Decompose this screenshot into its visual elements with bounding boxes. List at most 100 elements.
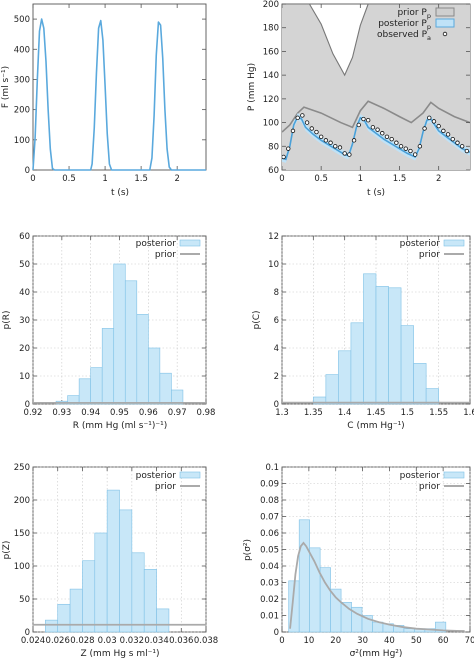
y-tick-label: 0.01 — [260, 612, 279, 622]
observed-point — [361, 116, 366, 122]
y-tick-label: 10 — [268, 260, 279, 270]
x-tick-label: 0.94 — [81, 408, 100, 418]
x-tick-label: 2 — [436, 174, 441, 184]
x-tick-label: 0.028 — [70, 636, 94, 646]
flow-series-line — [32, 18, 206, 171]
pressure-marks — [282, 4, 470, 170]
observed-point — [282, 154, 286, 160]
y-tick-label: 30 — [19, 316, 30, 326]
observed-point — [309, 126, 314, 131]
panel-Z: 0.024 0.026 0.028 0.03 0.032 0.034 0.036 0.038 0… — [2, 463, 218, 659]
x-tick-label: 0 — [279, 636, 284, 646]
y-tick-label: 0.04 — [260, 562, 279, 572]
prior-curve — [289, 541, 465, 632]
observed-point — [304, 120, 310, 125]
x-tick-label: 0.032 — [120, 636, 144, 646]
C-legend: posterior prior — [400, 239, 465, 260]
histogram-bar — [148, 347, 161, 405]
plot-frame — [32, 3, 207, 171]
y-tick-label: 160 — [263, 47, 279, 57]
legend-label-posterior: posterior — [400, 239, 441, 249]
observed-point — [394, 140, 399, 145]
legend-label-observed: observed Pa — [377, 30, 431, 42]
histogram-bar — [45, 619, 59, 633]
y-tick-label: 140 — [263, 71, 279, 81]
prior-band — [282, 4, 470, 170]
histogram-bar — [325, 374, 339, 405]
x-tick-label: 1.5 — [134, 174, 148, 184]
pressure-axes: 0 0.5 1 1.5 2 60 80 100 120 140 160 180 200 — [263, 0, 470, 184]
histogram-bar — [156, 608, 170, 633]
observed-point — [403, 146, 408, 151]
observed-point — [459, 144, 465, 149]
histogram-bar — [124, 280, 138, 405]
observed-point — [365, 117, 371, 123]
y-tick-label: 150 — [14, 529, 30, 539]
x-axis-label: t (s) — [367, 188, 385, 198]
panel-sigma2: 0 10 20 30 40 50 60 70 0 0.01 0.02 0.03 0.04 0.05 0.06… — [243, 463, 474, 659]
y-tick-label: 80 — [268, 142, 279, 152]
observed-point — [450, 136, 455, 142]
x-tick-label: 1.45 — [367, 408, 386, 418]
x-tick-label: 0.5 — [62, 174, 76, 184]
observed-point — [347, 152, 352, 157]
x-tick-label: 0.97 — [168, 408, 187, 418]
panel-pressure: 0 0.5 1 1.5 2 60 80 100 120 140 160 180 200 prior Pp… — [247, 0, 471, 198]
x-tick-label: 40 — [384, 636, 395, 646]
histogram-bar — [350, 322, 364, 405]
histogram-bar — [403, 628, 415, 633]
histogram-bar — [435, 621, 447, 633]
x-tick-label: 1.6 — [463, 408, 474, 418]
y-tick-label: 120 — [263, 95, 279, 105]
x-tick-label: 0 — [279, 174, 284, 184]
y-tick-label: 0 — [25, 166, 30, 176]
x-tick-label: 0.93 — [52, 408, 71, 418]
x-tick-label: 0 — [30, 174, 35, 184]
observed-point — [300, 113, 305, 118]
x-axis-label: σ²(mm Hg²) — [350, 649, 403, 659]
y-axis-label: F (ml s⁻¹) — [1, 66, 11, 108]
legend-label-prior: prior — [419, 482, 440, 492]
legend-swatch-observed — [442, 31, 448, 37]
y-tick-label: 200 — [14, 496, 30, 506]
pressure-legend: prior Pp posterior Pp observed Pa — [377, 7, 455, 42]
y-tick-label: 0.08 — [260, 496, 279, 506]
histogram-bar — [94, 532, 108, 633]
y-tick-label: 20 — [19, 344, 30, 354]
y-tick-label: 0.02 — [260, 595, 279, 605]
y-axis-label: p(σ²) — [243, 539, 253, 561]
legend-label-prior: prior — [155, 250, 176, 260]
panel-R: 0.92 0.93 0.94 0.95 0.96 0.97 0.98 0 10 20 30 40 50 6… — [2, 232, 215, 431]
x-tick-label: 1.4 — [338, 408, 352, 418]
x-tick-label: 70 — [465, 636, 474, 646]
observed-point — [328, 140, 333, 145]
y-axis-label: p(Z) — [2, 541, 12, 560]
histogram-bar — [78, 378, 91, 405]
x-tick-label: 1.3 — [275, 408, 289, 418]
y-tick-label: 0.09 — [260, 480, 279, 490]
y-tick-label: 0 — [25, 400, 30, 410]
x-tick-label: 50 — [411, 636, 422, 646]
histogram-bar — [136, 314, 149, 405]
y-tick-label: 10 — [19, 372, 30, 382]
panel-flow: 0 0.5 1 1.5 2 0 100 200 300 400 500 t (s) F (ml s⁻… — [1, 3, 207, 198]
histogram-bar — [143, 568, 157, 633]
histogram-bar — [159, 372, 172, 405]
x-tick-label: 0.036 — [169, 636, 193, 646]
observed-point — [441, 128, 446, 134]
y-tick-label: 0.05 — [260, 546, 279, 556]
histogram-bar — [338, 350, 352, 405]
y-tick-label: 180 — [263, 24, 279, 34]
observed-point — [464, 148, 470, 154]
histogram-bar — [388, 287, 402, 405]
observed-point — [333, 144, 338, 149]
observed-point — [389, 136, 394, 142]
flow-marks — [32, 18, 206, 171]
x-axis-label: t (s) — [111, 188, 129, 198]
sigma2-legend: posterior prior — [400, 471, 465, 492]
y-tick-label: 60 — [268, 166, 279, 176]
histogram-bar — [82, 560, 96, 633]
y-tick-label: 6 — [274, 316, 279, 326]
y-tick-label: 100 — [14, 136, 30, 146]
histogram-bar — [90, 367, 103, 405]
